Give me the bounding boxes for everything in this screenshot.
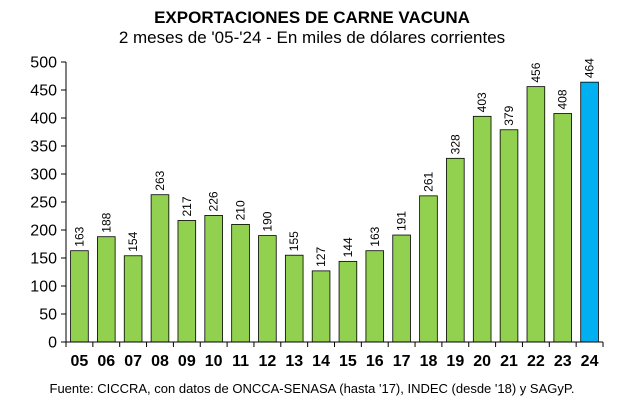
y-tick-label: 150 [30,251,57,268]
bar-18 [419,195,438,343]
y-tick-label: 350 [30,139,57,156]
y-tick-label: 0 [48,335,57,352]
data-label-05: 163 [72,226,86,246]
x-tick-label-22: 22 [527,353,545,370]
bar-12 [258,235,277,343]
data-label-11: 210 [234,200,248,220]
bar-16 [365,250,385,343]
plot-area: 0 50 100 150 200 250 300 350 400 450 500 163 05 188 06… [30,55,604,370]
y-tick-label: 50 [39,307,57,324]
x-tick-label-21: 21 [500,353,518,370]
bar-08 [150,194,170,343]
bar-22 [526,86,546,343]
data-label-12: 190 [260,211,274,231]
x-tick-label-07: 07 [124,353,142,370]
x-tick-label-20: 20 [473,353,491,370]
data-label-13: 155 [287,231,301,251]
data-label-14: 127 [314,247,328,267]
data-label-23: 408 [556,89,570,109]
bar-17 [392,234,411,343]
data-label-16: 163 [368,226,382,246]
y-tick-label: 300 [30,167,57,184]
x-tick-label-11: 11 [232,353,249,370]
bar-24 [580,81,599,343]
chart-subtitle: 2 meses de '05-'24 - En miles de dólares… [119,28,505,47]
data-label-22: 456 [529,62,543,82]
x-tick-label-10: 10 [205,353,223,370]
x-tick-label-23: 23 [554,353,572,370]
y-tick-label: 500 [30,55,57,72]
y-tick-label: 400 [30,111,57,128]
source-note: Fuente: CICCRA, con datos de ONCCA-SENAS… [50,381,575,396]
x-tick-label-18: 18 [420,353,438,370]
bar-09 [177,220,197,343]
bar-23 [553,113,572,343]
bar-11 [231,223,250,343]
x-tick-label-15: 15 [339,353,357,370]
x-tick-label-14: 14 [312,353,330,370]
data-label-24: 464 [583,58,597,78]
x-tick-label-09: 09 [178,353,196,370]
bar-20 [472,115,492,343]
bar-15 [338,260,358,343]
bar-19 [446,157,465,343]
bar-05 [70,250,89,343]
x-tick-label-19: 19 [446,353,464,370]
data-label-20: 403 [475,92,489,112]
x-tick-label-17: 17 [393,353,411,370]
data-label-17: 191 [395,211,409,231]
y-tick-label: 450 [30,83,57,100]
x-tick-label-24: 24 [581,353,599,370]
bar-07 [123,255,143,343]
x-tick-label-08: 08 [151,353,169,370]
data-label-21: 379 [502,105,516,125]
bar-06 [97,236,116,343]
bar-13 [284,254,304,343]
y-tick-label: 100 [30,279,57,296]
bar-10 [204,215,223,343]
data-label-18: 261 [421,171,435,191]
data-label-15: 144 [341,237,355,257]
x-tick-label-06: 06 [97,353,115,370]
y-tick-label: 200 [30,223,57,240]
data-label-08: 263 [153,170,167,190]
x-tick-label-05: 05 [71,353,89,370]
data-label-09: 217 [180,196,194,216]
bar-21 [499,129,519,343]
data-label-06: 188 [99,212,113,232]
data-label-10: 226 [207,191,221,211]
x-tick-label-13: 13 [285,353,303,370]
bar-14 [311,270,331,343]
x-tick-label-16: 16 [366,353,384,370]
data-label-07: 154 [126,231,140,251]
data-label-19: 328 [448,134,462,154]
chart-title: EXPORTACIONES DE CARNE VACUNA [154,8,470,27]
y-tick-label: 250 [30,195,57,212]
x-tick-label-12: 12 [258,353,276,370]
